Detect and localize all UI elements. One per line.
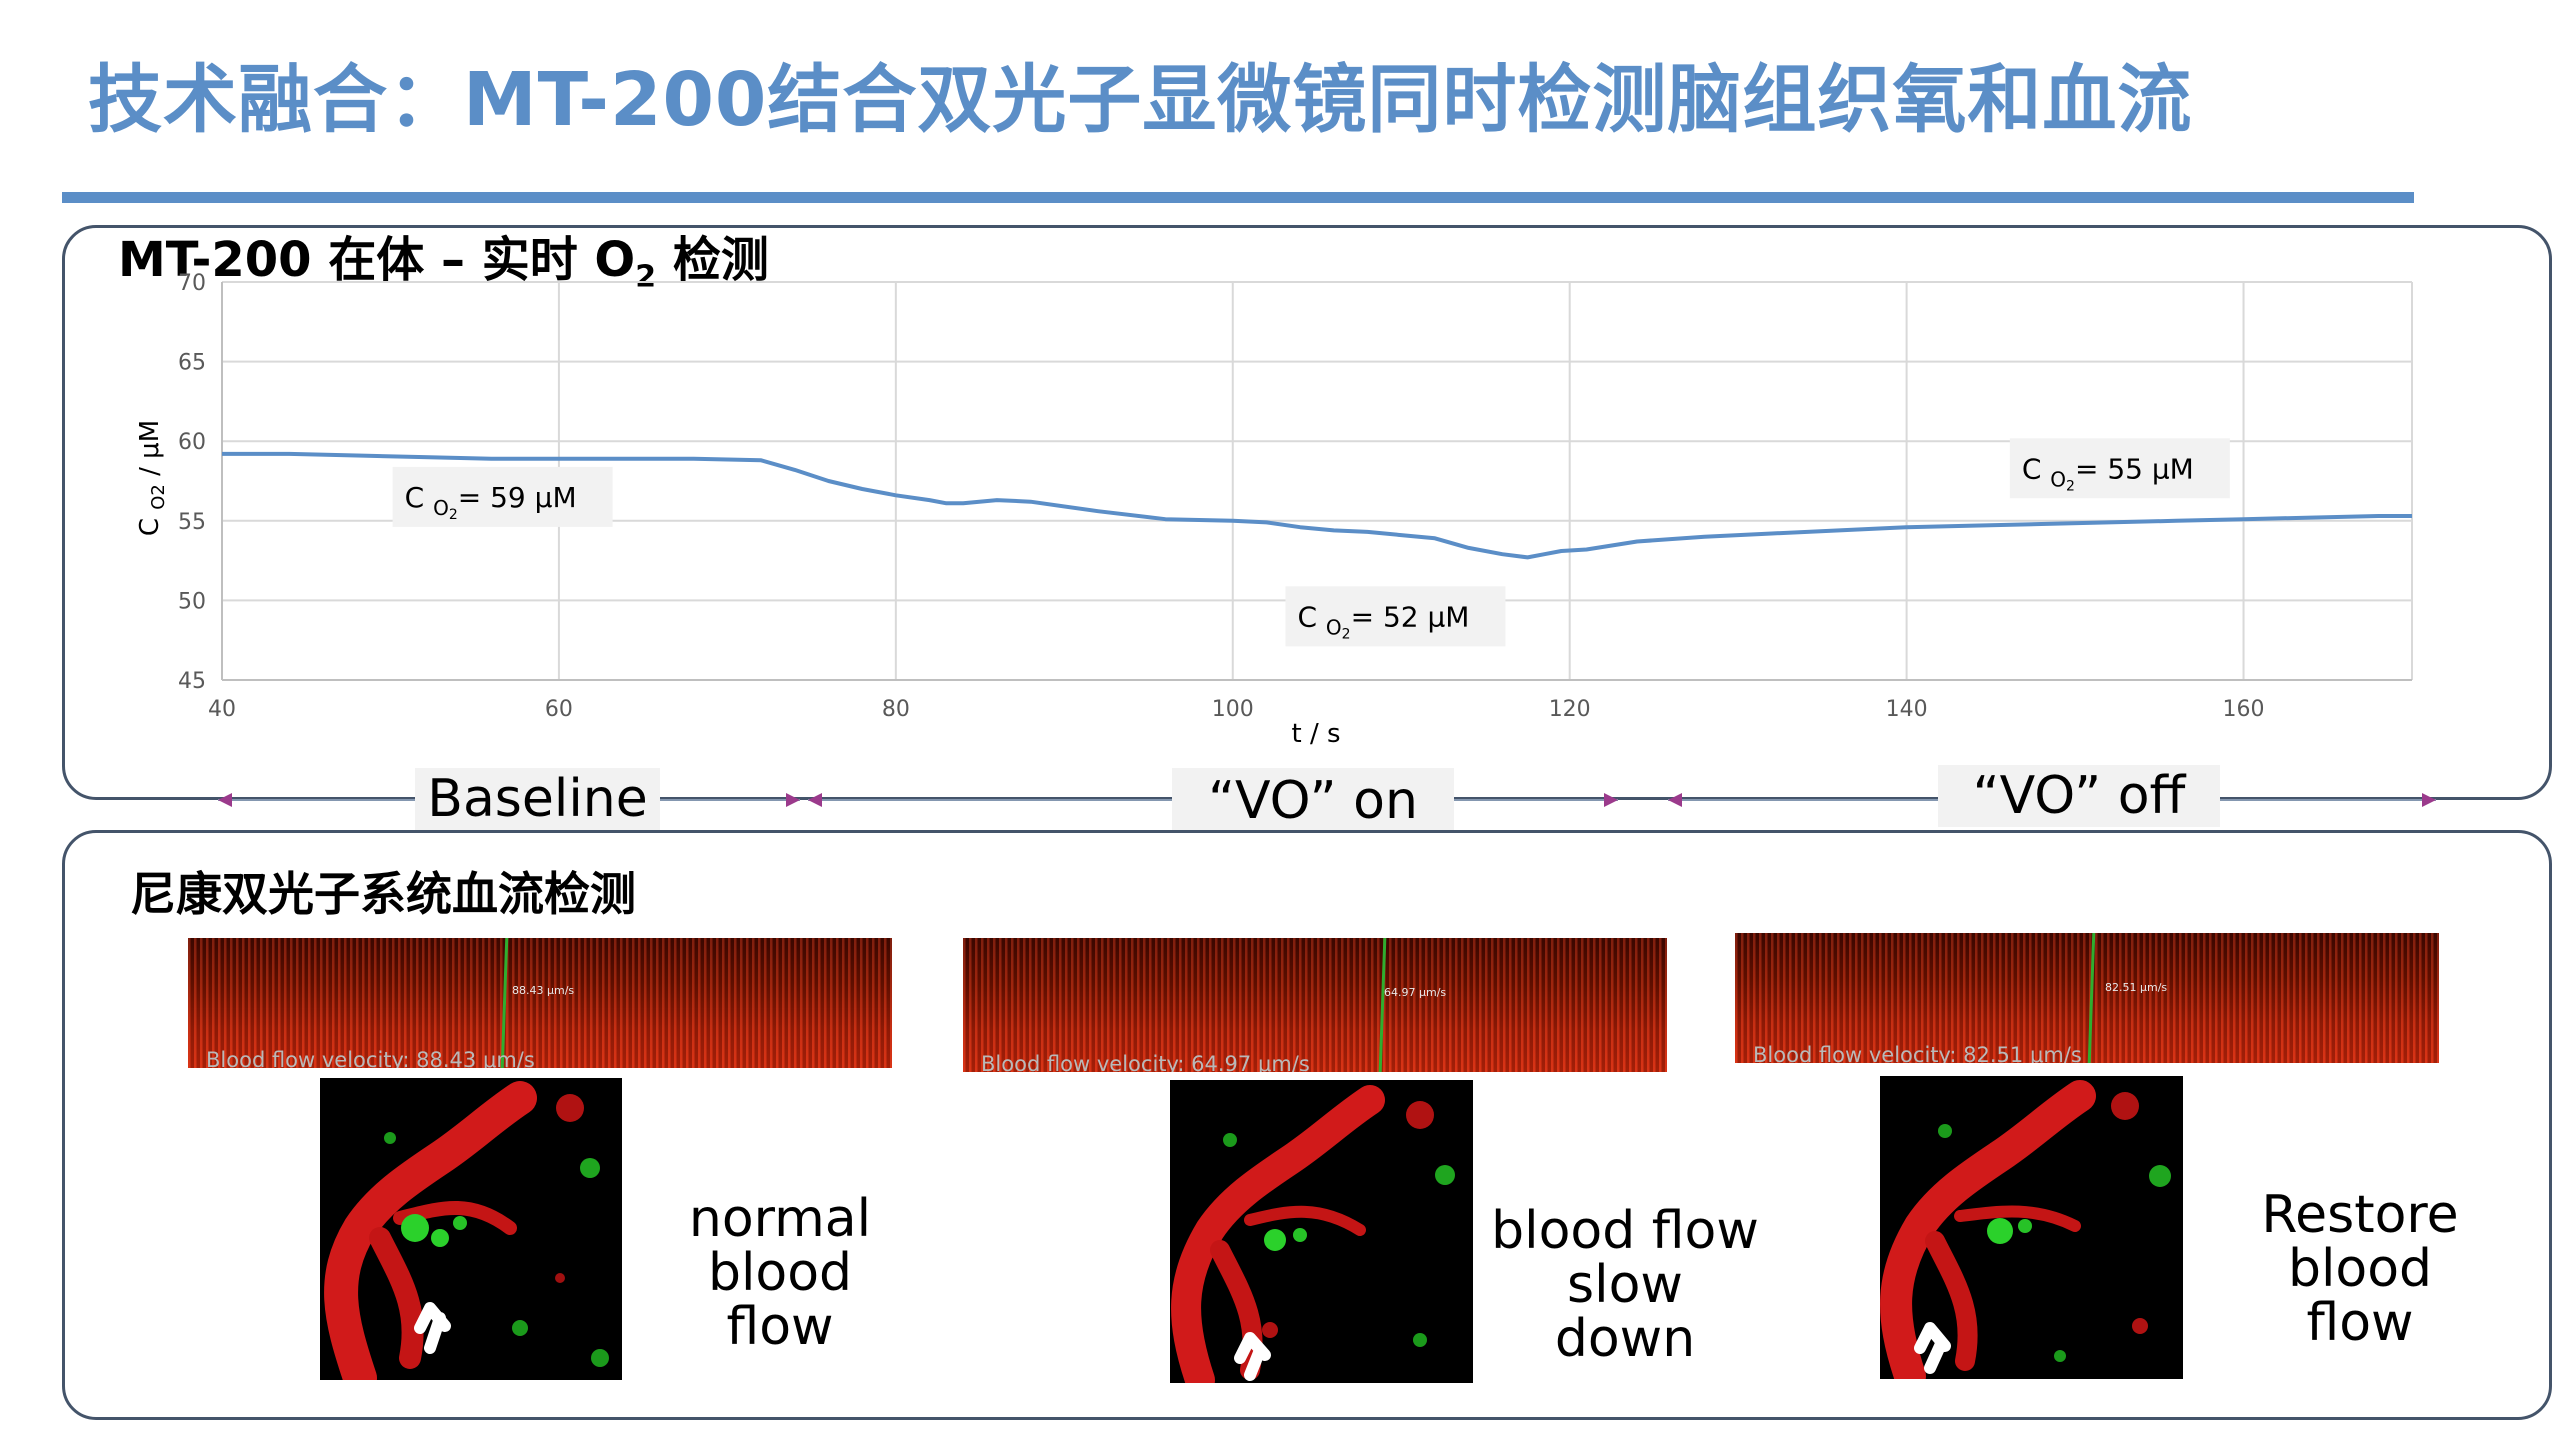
annotation-text: C O2= 59 μM (405, 481, 577, 523)
x-tick-label: 80 (882, 697, 910, 722)
phase-arrow-left (808, 793, 822, 807)
page-title: 技术融合：MT-200结合双光子显微镜同时检测脑组织氧和血流 (88, 57, 2193, 143)
linescan-velocity-label: Blood flow velocity: 82.51 μm/s (1753, 1043, 2082, 1063)
x-tick-label: 140 (1886, 697, 1928, 722)
linescan-slow: 64.97 μm/s Blood flow velocity: 64.97 μm… (963, 938, 1667, 1072)
annotation-text: C O2= 52 μM (1297, 600, 1469, 642)
chart-heading-sub: 2 (635, 259, 657, 295)
linescan-stripes (963, 938, 1667, 1072)
concentration-annotation: C O2= 55 μM (2009, 438, 2230, 499)
y-tick-label: 60 (178, 430, 206, 455)
phase-arrow-right (786, 793, 800, 807)
chart-heading-prefix: MT-200 在体 – 实时 O (118, 232, 636, 288)
chart-heading-suffix: 检测 (656, 232, 769, 288)
annotation-text: C O2= 55 μM (2022, 452, 2194, 494)
blood-flow-panel (62, 830, 2552, 1420)
o2-series-line (222, 451, 2412, 560)
x-tick-label: 100 (1212, 697, 1254, 722)
micrograph-normal-art (324, 1081, 609, 1380)
phase-baseline-label: Baseline (415, 768, 660, 830)
x-tick-label: 160 (2223, 697, 2265, 722)
chart-annotations: C O2= 59 μM C O2= 52 μM C O2= 55 μM (392, 438, 2230, 647)
annotation-box (392, 466, 613, 527)
state-label-restore: Restore blood flow (2261, 1185, 2459, 1353)
micrograph-normal (320, 1078, 622, 1380)
linescan-restore: 82.51 μm/s Blood flow velocity: 82.51 μm… (1735, 933, 2439, 1063)
phase-arrow-right (1604, 793, 1618, 807)
linescan-velocity-label: Blood flow velocity: 64.97 μm/s (981, 1052, 1310, 1072)
title-underline (62, 192, 2414, 203)
x-axis-label: t / s (1291, 719, 1340, 749)
y-tick-label: 50 (178, 589, 206, 614)
phase-arrow-right (2422, 793, 2436, 807)
linescan-stripes (188, 938, 892, 1068)
chart-heading: MT-200 在体 – 实时 O2 检测 (118, 220, 769, 295)
y-axis-label: C O2 / μM (135, 420, 169, 536)
linescan-velocity-small: 88.43 μm/s (512, 984, 575, 997)
chart-ticks: 45 50 55 60 65 70 40 60 80 100 120 140 160 (178, 271, 2265, 722)
phase-vo-on-label: “VO” on (1172, 768, 1454, 831)
annotation-box (1285, 586, 1506, 647)
concentration-annotation: C O2= 59 μM (392, 466, 613, 527)
phase-vo-off-label: “VO” off (1938, 765, 2220, 827)
linescan-velocity-label: Blood flow velocity: 88.43 μm/s (206, 1048, 535, 1068)
o2-line-chart: 45 50 55 60 65 70 40 60 80 100 120 140 160 C O2= 59 … (135, 271, 2436, 807)
x-tick-label: 120 (1549, 697, 1591, 722)
y-tick-label: 65 (178, 351, 206, 376)
chart-series (222, 451, 2412, 560)
x-tick-label: 60 (545, 697, 573, 722)
annotation-box (2009, 438, 2230, 499)
phase-arrow-left (218, 793, 232, 807)
state-label-slow: blood flow slow down (1491, 1201, 1759, 1369)
linescan-velocity-small: 64.97 μm/s (1384, 986, 1447, 999)
blood-flow-heading: 尼康双光子系统血流检测 (130, 867, 636, 921)
linescan-velocity-small: 82.51 μm/s (2105, 981, 2168, 994)
micrograph-slow (1170, 1080, 1473, 1383)
concentration-annotation: C O2= 52 μM (1285, 586, 1506, 647)
y-tick-label: 70 (178, 271, 206, 296)
y-tick-label: 55 (178, 510, 206, 535)
y-tick-label: 45 (178, 669, 206, 694)
phase-arrow-left (1668, 793, 1682, 807)
micrograph-restore (1880, 1076, 2183, 1379)
micrograph-restore-art (1880, 1080, 2171, 1379)
x-tick-label: 40 (208, 697, 236, 722)
state-label-normal: normal blood flow (688, 1189, 872, 1357)
linescan-normal: 88.43 μm/s Blood flow velocity: 88.43 μm… (188, 938, 892, 1068)
linescan-stripes (1735, 933, 2439, 1063)
micrograph-slow-art (1171, 1085, 1455, 1383)
